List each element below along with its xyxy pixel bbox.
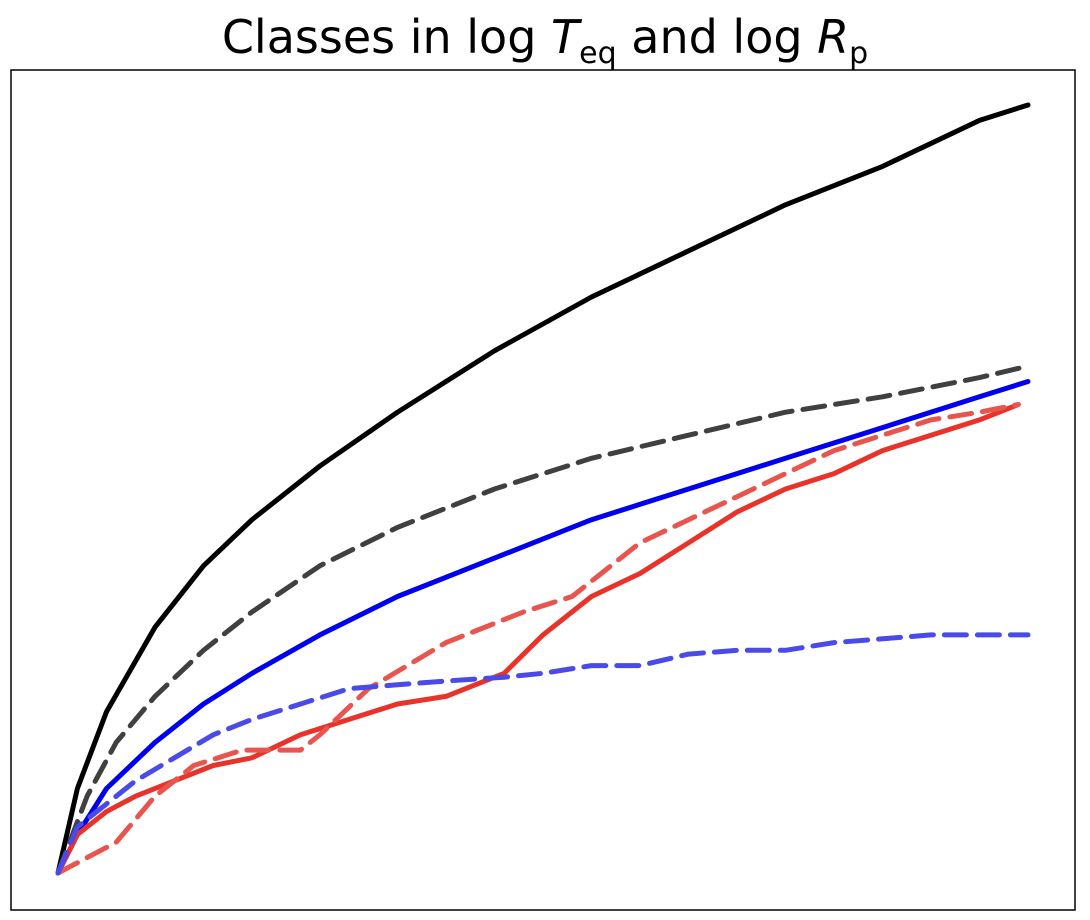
- axes-frame: [10, 69, 1076, 911]
- series-line-1: [55, 102, 1031, 876]
- series-line-3: [55, 379, 1031, 876]
- series-line-6: [55, 632, 1031, 876]
- series-line-5: [55, 402, 1021, 876]
- series-line-2: [55, 363, 1031, 876]
- series-line-4: [55, 402, 1021, 876]
- chart-title: Classes in log Teq and log Rp: [221, 10, 869, 71]
- series-layer: [55, 102, 1031, 876]
